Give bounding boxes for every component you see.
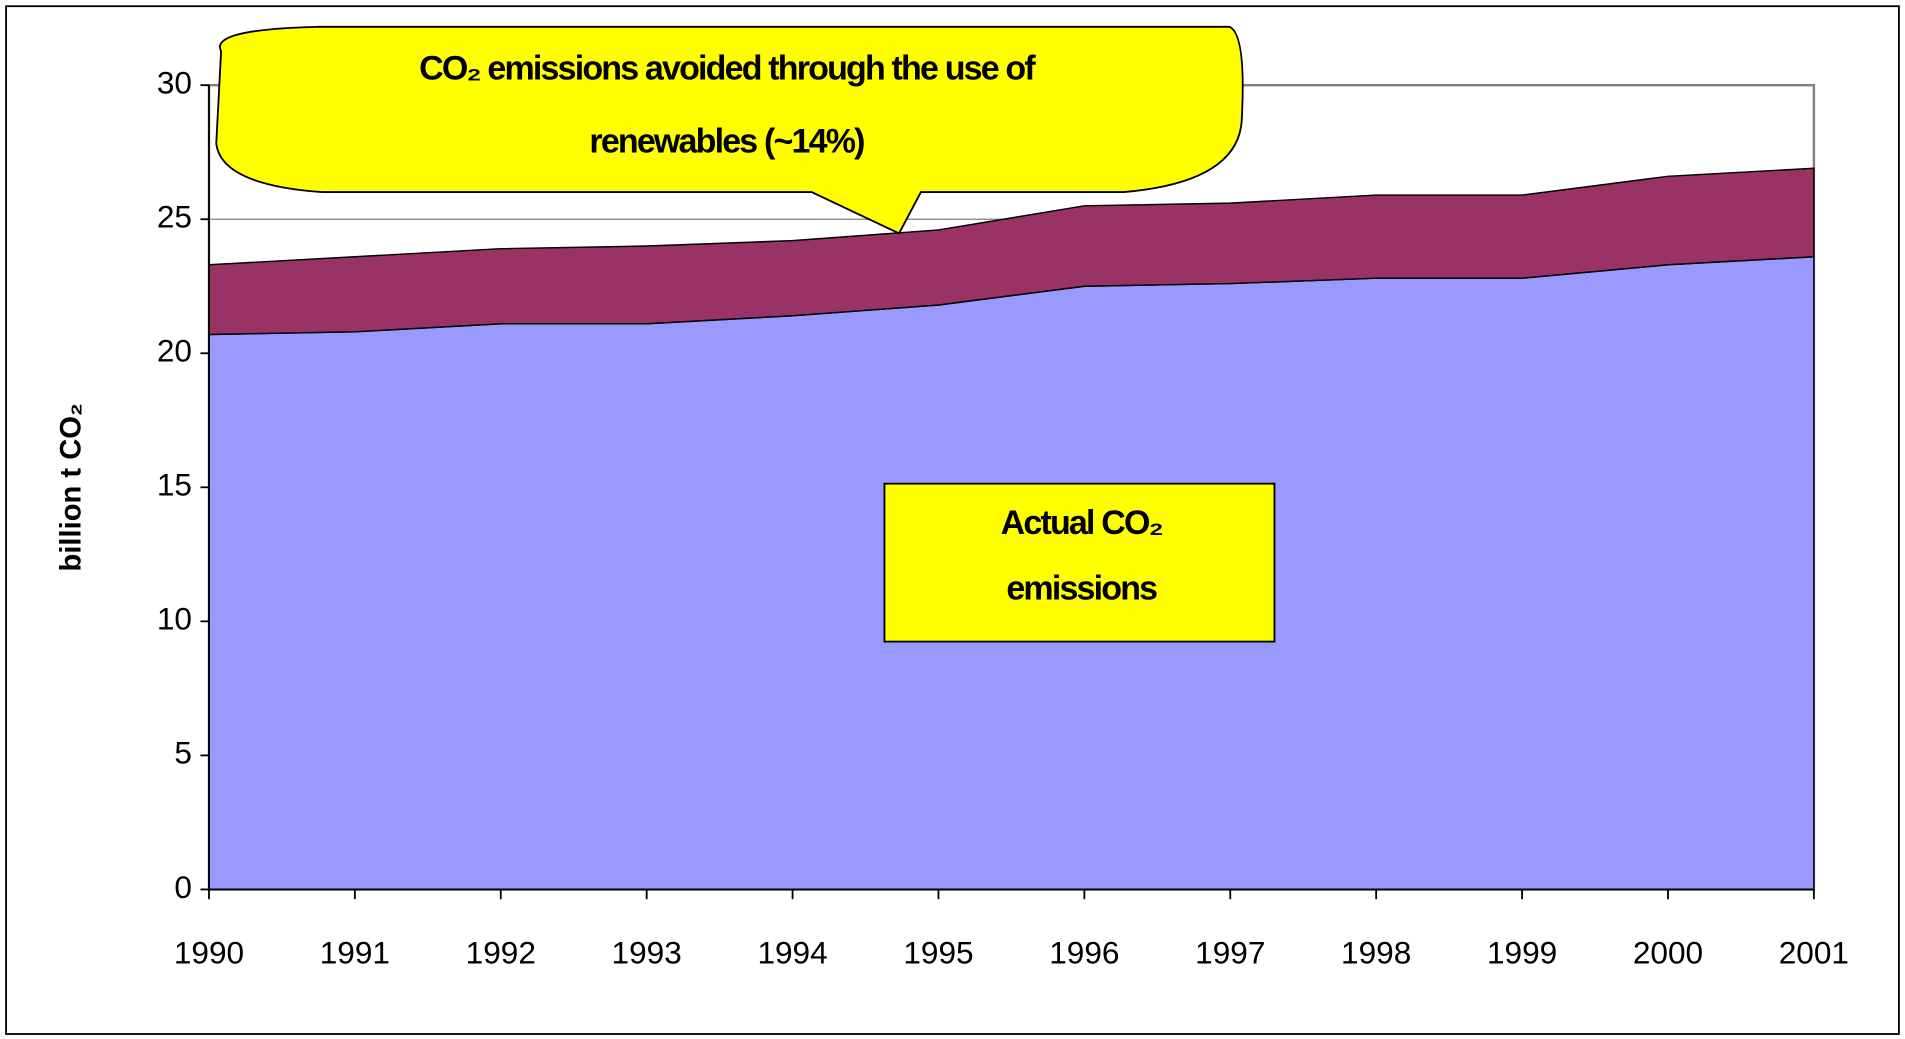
y-tick-label: 0 — [174, 869, 192, 905]
annotation-line: Actual CO₂ — [1001, 504, 1163, 542]
y-tick-label: 25 — [157, 199, 192, 235]
x-tick-label: 1997 — [1195, 934, 1265, 970]
x-tick-label: 1998 — [1341, 934, 1411, 970]
callout — [215, 25, 1244, 235]
y-tick-label: 30 — [157, 65, 192, 101]
annotation-line: CO₂ emissions avoided through the use of — [419, 50, 1036, 88]
x-tick-label: 1995 — [903, 934, 973, 970]
y-tick-label: 20 — [157, 333, 192, 369]
y-tick-label: 5 — [174, 735, 192, 771]
x-tick-label: 1994 — [757, 934, 827, 970]
y-tick-label: 15 — [157, 467, 192, 503]
y-axis-label: billion t CO₂ — [56, 403, 88, 571]
x-tick-label: 1993 — [612, 934, 682, 970]
label-box — [883, 482, 1276, 643]
x-tick-label: 2001 — [1779, 934, 1849, 970]
x-tick-label: 2000 — [1633, 934, 1703, 970]
x-tick-label: 1999 — [1487, 934, 1557, 970]
y-tick-label: 10 — [157, 601, 192, 637]
area — [208, 167, 1815, 336]
x-tick-label: 1996 — [1049, 934, 1119, 970]
x-tick-label: 1991 — [320, 934, 390, 970]
annotation-line: emissions — [1006, 570, 1157, 608]
x-tick-label: 1992 — [466, 934, 536, 970]
x-tick-label: 1990 — [174, 934, 244, 970]
annotation-line: renewables (~14%) — [589, 122, 864, 160]
